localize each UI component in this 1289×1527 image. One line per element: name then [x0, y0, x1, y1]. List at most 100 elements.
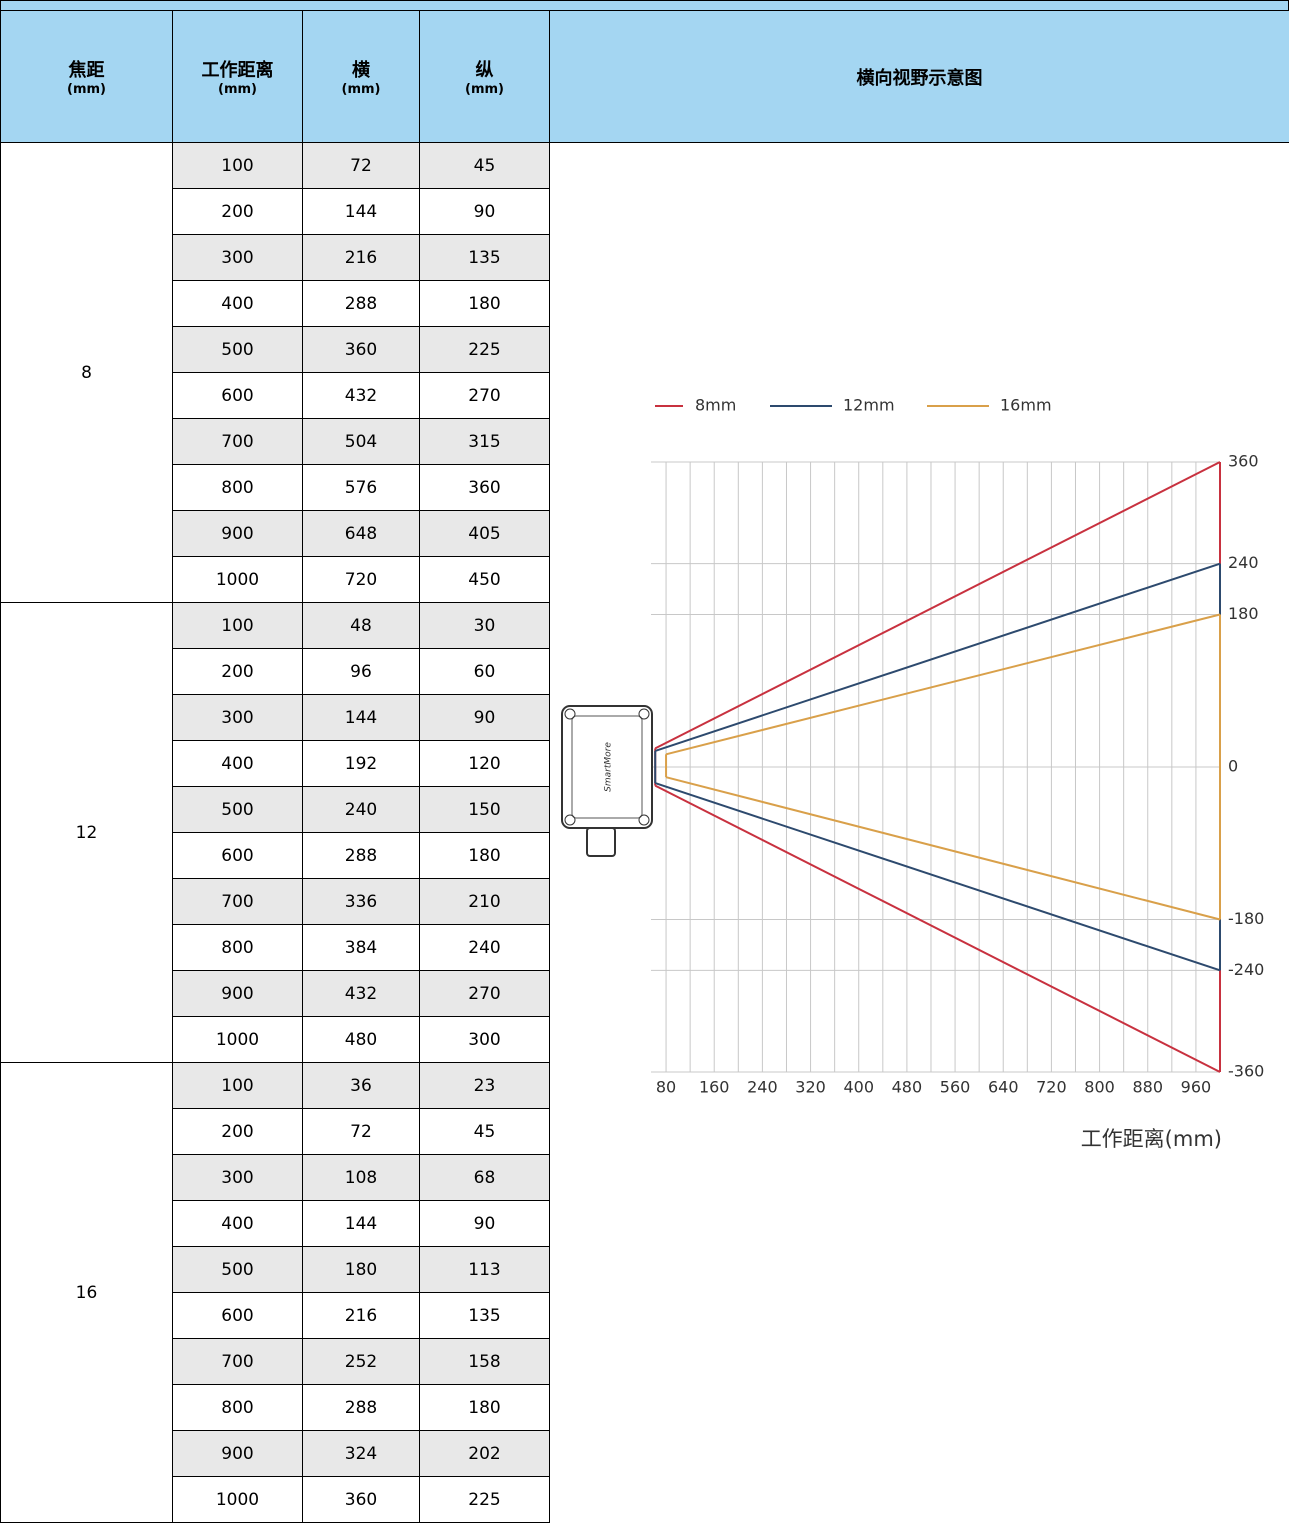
table-row: 1000 360 225 — [1, 1476, 1289, 1523]
header-title: 横 — [352, 60, 370, 81]
data-cell: 90 — [419, 694, 550, 741]
data-cell: 200 — [172, 648, 303, 695]
data-cell: 200 — [172, 188, 303, 235]
data-cell: 225 — [419, 326, 550, 373]
data-cell: 576 — [302, 464, 420, 511]
focal-cell: 8 — [0, 142, 173, 603]
data-cell: 405 — [419, 510, 550, 557]
y-tick-label: -180 — [1228, 909, 1264, 928]
focal-cell: 16 — [0, 1062, 173, 1523]
table-row: 200 144 90 — [1, 188, 1289, 235]
data-cell: 648 — [302, 510, 420, 557]
chart-cell — [549, 142, 1289, 1523]
data-cell: 100 — [172, 1062, 303, 1109]
data-cell: 48 — [302, 602, 420, 649]
data-cell: 192 — [302, 740, 420, 787]
upper-edge — [654, 461, 1221, 750]
data-cell: 36 — [302, 1062, 420, 1109]
data-cell: 240 — [419, 924, 550, 971]
x-axis-title: 工作距离(mm) — [1081, 1127, 1222, 1151]
table-row: 200 72 45 — [1, 1108, 1289, 1155]
lower-edge — [665, 776, 1221, 921]
data-cell: 113 — [419, 1246, 550, 1293]
data-cell: 900 — [172, 510, 303, 557]
data-cell: 700 — [172, 1338, 303, 1385]
data-cell: 500 — [172, 1246, 303, 1293]
focal-cell: 12 — [0, 602, 173, 1063]
data-cell: 336 — [302, 878, 420, 925]
y-tick-label: 180 — [1228, 604, 1259, 623]
upper-edge — [665, 613, 1221, 756]
data-cell: 600 — [172, 832, 303, 879]
y-tick-label: 360 — [1228, 452, 1259, 471]
device-label: SmartMore — [604, 742, 614, 792]
upper-edge — [654, 562, 1221, 752]
data-cell: 252 — [302, 1338, 420, 1385]
data-cell: 108 — [302, 1154, 420, 1201]
fov-table: 焦距 (mm) 工作距离 (mm) 横 (mm) 纵 (mm) 横向视野示意图 8 100 72 45 2… — [0, 10, 1289, 1523]
legend-label: 12mm — [843, 396, 895, 415]
table-row: 500 360 225 — [1, 326, 1289, 373]
data-cell: 900 — [172, 970, 303, 1017]
data-cell: 68 — [419, 1154, 550, 1201]
table-row: 300 144 90 — [1, 694, 1289, 741]
x-tick-label: 240 — [747, 1078, 778, 1097]
data-cell: 1000 — [172, 556, 303, 603]
table-row: 200 96 60 — [1, 648, 1289, 695]
table-row: 900 324 202 — [1, 1430, 1289, 1477]
data-cell: 45 — [419, 142, 550, 189]
x-tick-label: 800 — [1084, 1078, 1115, 1097]
data-cell: 144 — [302, 694, 420, 741]
table-row: 16 100 36 23 — [0, 1062, 1289, 1523]
data-cell: 158 — [419, 1338, 550, 1385]
data-cell: 720 — [302, 556, 420, 603]
x-tick-label: 480 — [892, 1078, 923, 1097]
x-tick-label: 400 — [843, 1078, 874, 1097]
data-cell: 120 — [419, 740, 550, 787]
table-row: 500 180 113 — [1, 1246, 1289, 1293]
data-cell: 180 — [419, 280, 550, 327]
table-row: 600 216 135 — [1, 1292, 1289, 1339]
legend-label: 16mm — [1000, 396, 1052, 415]
table-row: 12 100 48 30 — [0, 602, 1289, 1063]
table-row: 900 648 405 — [1, 510, 1289, 557]
header-unit: (mm) — [67, 82, 106, 97]
data-cell: 225 — [419, 1476, 550, 1523]
legend-label: 8mm — [695, 396, 736, 415]
x-tick-label: 880 — [1132, 1078, 1163, 1097]
header-cell: 纵 (mm) — [419, 10, 550, 143]
device-part — [638, 708, 650, 720]
data-cell: 96 — [302, 648, 420, 695]
data-cell: 900 — [172, 1430, 303, 1477]
x-tick-label: 80 — [656, 1078, 676, 1097]
data-cell: 300 — [172, 234, 303, 281]
data-cell: 180 — [302, 1246, 420, 1293]
table-row: 700 504 315 — [1, 418, 1289, 465]
data-cell: 432 — [302, 970, 420, 1017]
table-row: 400 288 180 — [1, 280, 1289, 327]
data-cell: 500 — [172, 786, 303, 833]
data-cell: 600 — [172, 1292, 303, 1339]
x-tick-label: 960 — [1181, 1078, 1212, 1097]
data-cell: 30 — [419, 602, 550, 649]
header-cell: 工作距离 (mm) — [172, 10, 303, 143]
data-cell: 384 — [302, 924, 420, 971]
header-unit: (mm) — [341, 82, 381, 97]
table-row: 8 100 72 45 — [0, 142, 1289, 1523]
table-row: 1000 720 450 — [1, 556, 1289, 603]
device: SmartMore — [561, 705, 653, 857]
data-cell: 450 — [419, 556, 550, 603]
device-part — [586, 827, 616, 857]
header-unit: (mm) — [218, 82, 257, 97]
data-cell: 288 — [302, 832, 420, 879]
data-cell: 144 — [302, 188, 420, 235]
y-tick-label: -240 — [1228, 960, 1264, 979]
data-cell: 270 — [419, 970, 550, 1017]
table-row: 300 108 68 — [1, 1154, 1289, 1201]
data-cell: 504 — [302, 418, 420, 465]
data-cell: 700 — [172, 418, 303, 465]
table-row: 900 432 270 — [1, 970, 1289, 1017]
data-cell: 700 — [172, 878, 303, 925]
lower-edge — [654, 784, 1221, 1073]
